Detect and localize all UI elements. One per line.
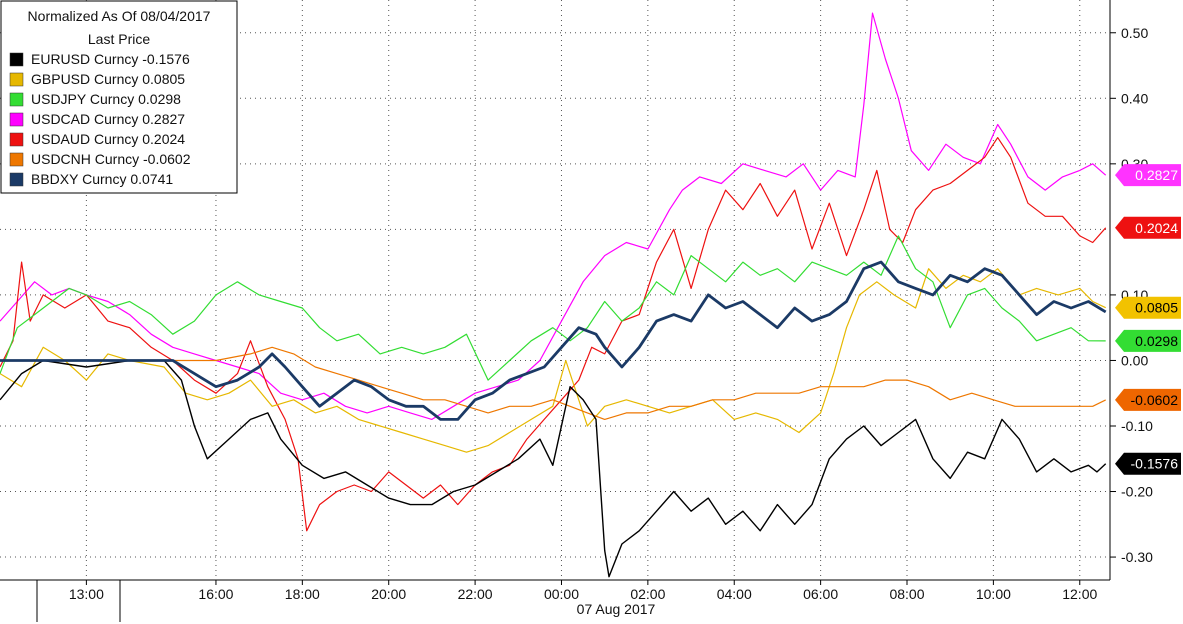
last-value-tag-box [1115, 329, 1181, 352]
legend-swatch [9, 172, 24, 187]
series-line-gbpusd [0, 268, 1106, 453]
x-tick-label: 16:00 [198, 586, 233, 602]
last-value-tag-label: 0.2827 [1135, 167, 1178, 183]
legend-label: GBPUSD Curncy 0.0805 [31, 71, 185, 87]
chart-subtitle: Last Price [88, 31, 150, 47]
last-value-tag-label: 0.0805 [1135, 300, 1178, 316]
legend: Normalized As Of 08/04/2017 Last Price E… [0, 0, 238, 194]
series-line-usdcnh [0, 346, 1106, 420]
y-axis-ticks: 0.500.400.300.100.00-0.10-0.20-0.30 [1110, 25, 1153, 565]
y-tick-label: -0.20 [1121, 484, 1153, 500]
x-tick-label: 00:00 [544, 586, 579, 602]
y-tick-label: -0.30 [1121, 549, 1153, 565]
x-tick-label: 08:00 [889, 586, 924, 602]
y-tick-label: 0.40 [1121, 90, 1148, 106]
legend-swatch [9, 112, 24, 127]
y-tick-label: 0.50 [1121, 25, 1148, 41]
x-tick-label: 12:00 [1062, 586, 1097, 602]
legend-swatch [9, 132, 24, 147]
last-value-tag-eurusd: -0.1576 [1115, 452, 1181, 475]
last-value-tags: -0.1576 0.0805 0.0298 0.2827 0.2024 -0.0602 [1115, 164, 1181, 475]
last-value-tag-box [1115, 296, 1181, 319]
x-tick-label: 04:00 [717, 586, 752, 602]
legend-swatch [9, 152, 24, 167]
legend-box [0, 0, 238, 194]
legend-swatch [9, 72, 24, 87]
x-tick-label: 06:00 [803, 586, 838, 602]
x-axis-date-label: 07 Aug 2017 [577, 601, 656, 617]
series-line-usdcad [0, 12, 1107, 420]
legend-label: BBDXY Curncy 0.0741 [31, 171, 173, 187]
last-value-tag-box [1115, 388, 1181, 411]
legend-swatch [9, 92, 24, 107]
series-line-usdjpy [0, 235, 1106, 381]
series-line-eurusd [0, 359, 1107, 578]
last-value-tag-gbpusd: 0.0805 [1115, 296, 1181, 319]
y-tick-label: 0.00 [1121, 352, 1148, 368]
legend-label: USDCAD Curncy 0.2827 [31, 111, 185, 127]
y-tick-label: -0.10 [1121, 418, 1153, 434]
legend-entries: EURUSD Curncy -0.1576 GBPUSD Curncy 0.080… [9, 51, 191, 187]
chart-title: Normalized As Of 08/04/2017 [28, 8, 211, 24]
last-value-tag-usdaud: 0.2024 [1115, 216, 1181, 239]
last-value-tag-box [1115, 216, 1181, 239]
series-line-usdaud [0, 137, 1107, 532]
series-line-bbdxy [0, 260, 1107, 421]
last-value-tag-label: 0.0298 [1135, 333, 1178, 349]
series-lines [0, 12, 1107, 578]
legend-label: USDCNH Curncy -0.0602 [31, 151, 191, 167]
last-value-tag-label: -0.0602 [1131, 392, 1179, 408]
last-value-tag-usdjpy: 0.0298 [1115, 329, 1181, 352]
last-value-tag-label: -0.1576 [1131, 456, 1179, 472]
last-value-tag-box [1115, 164, 1181, 187]
x-tick-label: 10:00 [976, 586, 1011, 602]
x-tick-label: 18:00 [285, 586, 320, 602]
last-value-tag-usdcnh: -0.0602 [1115, 388, 1181, 411]
legend-label: USDAUD Curncy 0.2024 [31, 131, 185, 147]
last-value-tag-usdcad: 0.2827 [1115, 164, 1181, 187]
x-tick-label: 22:00 [458, 586, 493, 602]
x-tick-label: 13:00 [69, 586, 104, 602]
legend-swatch [9, 52, 24, 67]
last-value-tag-label: 0.2024 [1135, 220, 1178, 236]
x-tick-label: 02:00 [630, 586, 665, 602]
legend-label: EURUSD Curncy -0.1576 [31, 51, 190, 67]
x-tick-label: 20:00 [371, 586, 406, 602]
last-value-tag-box [1115, 452, 1181, 475]
axes [0, 0, 1111, 622]
x-axis-ticks: 13:00 16:00 18:00 20:00 22:00 00:00 02:00 04:00… [69, 580, 1097, 602]
legend-label: USDJPY Curncy 0.0298 [31, 91, 181, 107]
